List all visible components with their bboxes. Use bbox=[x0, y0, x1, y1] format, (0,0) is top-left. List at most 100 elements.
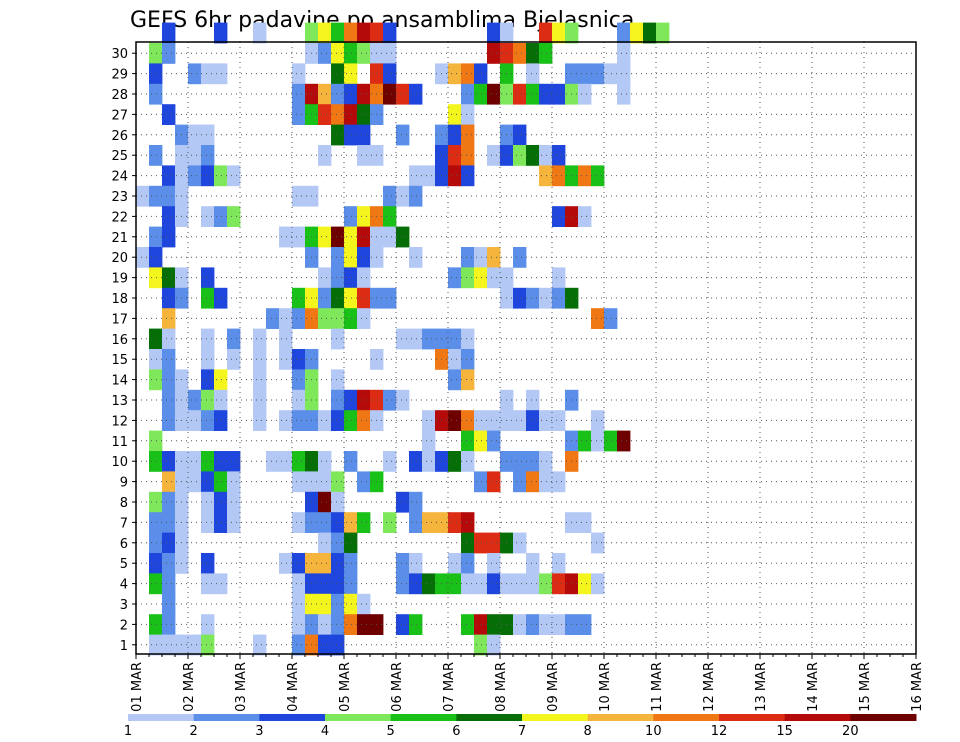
heatmap-cell bbox=[227, 206, 241, 227]
heatmap-cell bbox=[539, 22, 553, 44]
x-tick-label: 04 MAR bbox=[286, 662, 301, 712]
heatmap-cell bbox=[474, 247, 488, 268]
heatmap-cell bbox=[292, 369, 306, 391]
heatmap-cell bbox=[552, 206, 566, 227]
y-tick-label: 22 bbox=[111, 210, 128, 225]
heatmap-cell bbox=[409, 247, 423, 268]
heatmap-cell bbox=[292, 553, 306, 574]
heatmap-cell bbox=[344, 614, 358, 635]
heatmap-cell bbox=[461, 410, 475, 431]
heatmap-cell bbox=[630, 22, 644, 44]
legend-swatch bbox=[719, 714, 786, 721]
heatmap-cell bbox=[461, 614, 475, 635]
heatmap-cell bbox=[591, 63, 605, 85]
y-tick-label: 8 bbox=[120, 496, 128, 511]
heatmap-cell bbox=[149, 614, 163, 635]
heatmap-cell bbox=[344, 63, 358, 85]
heatmap-cell bbox=[214, 491, 228, 513]
heatmap-cell bbox=[357, 104, 371, 125]
heatmap-cell bbox=[253, 328, 267, 350]
y-tick-label: 24 bbox=[111, 170, 128, 185]
heatmap-cell bbox=[292, 104, 306, 125]
heatmap-cell bbox=[409, 553, 423, 574]
heatmap-cell bbox=[539, 287, 553, 309]
heatmap-cell bbox=[214, 369, 228, 391]
heatmap-cell bbox=[149, 491, 163, 513]
x-tick-label: 12 MAR bbox=[702, 662, 717, 712]
x-tick-label: 01 MAR bbox=[130, 662, 145, 712]
heatmap-cell bbox=[344, 308, 358, 329]
y-tick-label: 14 bbox=[111, 374, 128, 389]
heatmap-cell bbox=[318, 226, 332, 248]
heatmap-cell bbox=[344, 83, 358, 105]
heatmap-cell bbox=[409, 165, 423, 187]
heatmap-cell bbox=[201, 124, 215, 146]
heatmap-cell bbox=[487, 471, 501, 493]
heatmap-cell bbox=[357, 389, 371, 411]
heatmap-cell bbox=[396, 185, 410, 207]
heatmap-cell bbox=[565, 22, 579, 44]
heatmap-cell bbox=[396, 83, 410, 105]
heatmap-cell bbox=[188, 63, 202, 85]
heatmap-cell bbox=[383, 451, 397, 472]
heatmap-cell bbox=[357, 145, 371, 166]
heatmap-cell bbox=[461, 83, 475, 105]
heatmap-cell bbox=[448, 369, 462, 391]
heatmap-cell bbox=[461, 165, 475, 187]
heatmap-cell bbox=[201, 512, 215, 533]
heatmap-cell bbox=[331, 104, 345, 125]
heatmap-cell bbox=[227, 451, 241, 472]
heatmap-cell bbox=[357, 410, 371, 431]
heatmap-cell bbox=[188, 634, 202, 656]
heatmap-cell bbox=[331, 410, 345, 431]
heatmap-cell bbox=[383, 287, 397, 309]
legend-swatch bbox=[522, 714, 589, 721]
heatmap-cell bbox=[344, 22, 358, 44]
heatmap-cell bbox=[591, 410, 605, 431]
heatmap-cell bbox=[201, 491, 215, 513]
heatmap-cell bbox=[357, 267, 371, 289]
heatmap-cell bbox=[305, 22, 319, 44]
heatmap-cell bbox=[318, 83, 332, 105]
heatmap-cell bbox=[526, 287, 540, 309]
heatmap-cell bbox=[552, 614, 566, 635]
heatmap-cell bbox=[357, 471, 371, 493]
heatmap-cell bbox=[318, 308, 332, 329]
heatmap-cell bbox=[331, 43, 345, 64]
heatmap-cell bbox=[331, 226, 345, 248]
heatmap-cell bbox=[149, 185, 163, 207]
heatmap-cell bbox=[526, 145, 540, 166]
y-tick-label: 17 bbox=[111, 312, 128, 327]
legend-label: 4 bbox=[321, 724, 329, 739]
heatmap-cell bbox=[331, 22, 345, 44]
y-tick-label: 10 bbox=[111, 455, 128, 470]
heatmap-cell bbox=[344, 43, 358, 64]
heatmap-cell bbox=[331, 532, 345, 554]
heatmap-cell bbox=[526, 389, 540, 411]
heatmap-cell bbox=[331, 593, 345, 615]
x-tick-label: 09 MAR bbox=[546, 662, 561, 712]
heatmap-cell bbox=[149, 63, 163, 85]
heatmap-cell bbox=[539, 614, 553, 635]
heatmap-cell bbox=[318, 410, 332, 431]
heatmap-cell bbox=[578, 165, 592, 187]
x-tick-label: 06 MAR bbox=[390, 662, 405, 712]
heatmap-cell bbox=[318, 145, 332, 166]
heatmap-cell bbox=[318, 593, 332, 615]
x-tick-label: 11 MAR bbox=[650, 662, 665, 712]
heatmap-cell bbox=[331, 328, 345, 350]
heatmap-cell bbox=[201, 349, 215, 370]
heatmap-cell bbox=[617, 430, 631, 452]
heatmap-cell bbox=[331, 267, 345, 289]
heatmap-cell bbox=[188, 124, 202, 146]
heatmap-cell bbox=[318, 267, 332, 289]
heatmap-cell bbox=[539, 410, 553, 431]
heatmap-cell bbox=[461, 104, 475, 125]
heatmap-cell bbox=[526, 83, 540, 105]
heatmap-cell bbox=[162, 553, 176, 574]
heatmap-cell bbox=[461, 451, 475, 472]
legend-swatch bbox=[456, 714, 523, 721]
heatmap-cell bbox=[578, 206, 592, 227]
heatmap-cell bbox=[344, 451, 358, 472]
x-tick-label: 02 MAR bbox=[182, 662, 197, 712]
